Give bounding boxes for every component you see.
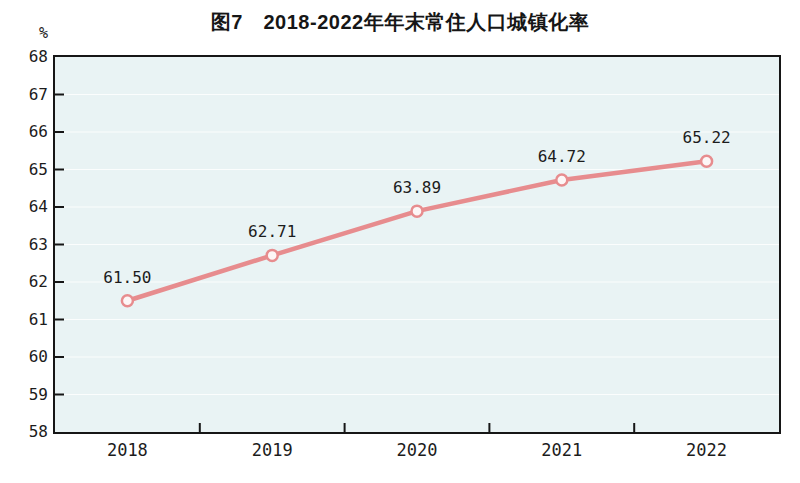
chart-title: 图7 2018-2022年年末常住人口城镇化率 bbox=[0, 9, 800, 36]
data-point bbox=[556, 175, 567, 186]
data-point-label: 61.50 bbox=[103, 268, 151, 287]
data-point bbox=[122, 295, 133, 306]
data-point-label: 64.72 bbox=[538, 147, 586, 166]
data-point bbox=[701, 156, 712, 167]
x-axis-tick-label: 2018 bbox=[82, 439, 172, 461]
chart-canvas: 图7 2018-2022年年末常住人口城镇化率 % 61.50 62.71 63.8… bbox=[0, 0, 800, 483]
y-axis-tick-label: 64 bbox=[8, 197, 48, 217]
y-axis-tick-label: 60 bbox=[8, 347, 48, 367]
data-point bbox=[412, 206, 423, 217]
x-axis-tick-label: 2021 bbox=[517, 439, 607, 461]
y-axis-tick-label: 66 bbox=[8, 122, 48, 142]
y-axis-tick-label: 58 bbox=[8, 422, 48, 442]
y-axis-tick-label: 59 bbox=[8, 385, 48, 405]
plot-area: 61.50 62.71 63.89 64.72 65.22 bbox=[53, 55, 781, 434]
y-axis-tick-label: 68 bbox=[8, 47, 48, 67]
x-axis-tick-label: 2020 bbox=[372, 439, 462, 461]
data-point-label: 62.71 bbox=[248, 222, 296, 241]
data-point-label: 63.89 bbox=[393, 178, 441, 197]
y-axis-tick-label: 62 bbox=[8, 272, 48, 292]
y-axis-tick-label: 65 bbox=[8, 160, 48, 180]
y-axis-unit-label: % bbox=[8, 24, 48, 42]
x-axis-tick-label: 2022 bbox=[662, 439, 752, 461]
y-axis-tick-label: 67 bbox=[8, 85, 48, 105]
y-axis-tick-label: 61 bbox=[8, 310, 48, 330]
line-chart-svg: 61.50 62.71 63.89 64.72 65.22 bbox=[55, 57, 779, 432]
y-axis-tick-label: 63 bbox=[8, 235, 48, 255]
data-point-label: 65.22 bbox=[683, 128, 731, 147]
x-axis-tick-label: 2019 bbox=[227, 439, 317, 461]
data-point bbox=[267, 250, 278, 261]
